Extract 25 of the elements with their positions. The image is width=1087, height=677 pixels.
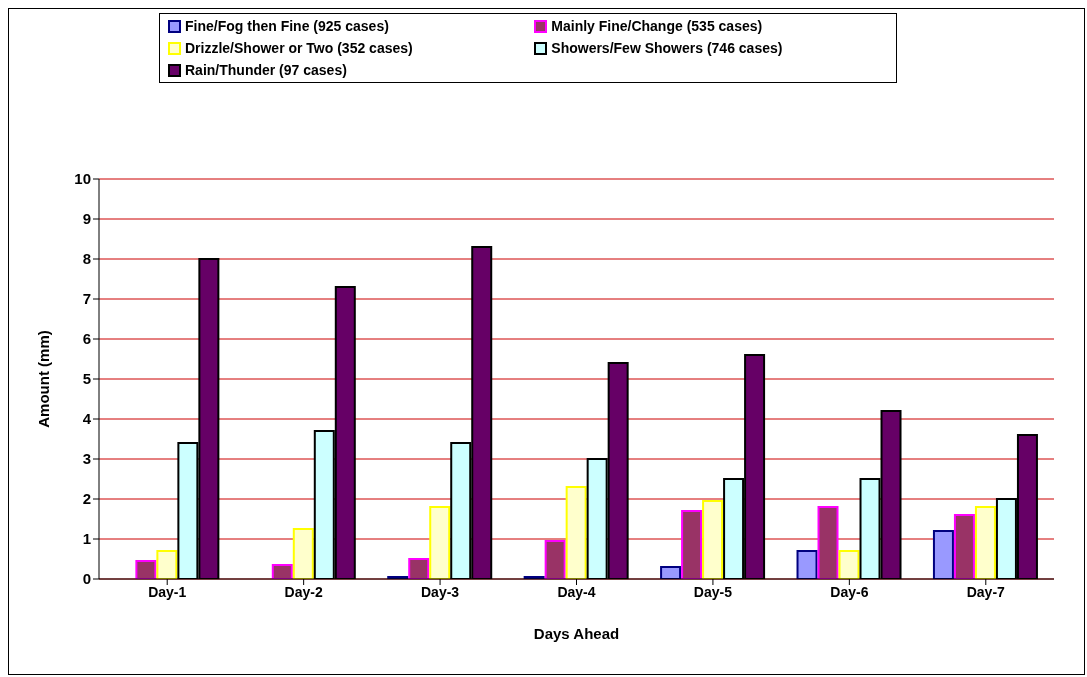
x-axis-title: Days Ahead	[533, 625, 620, 642]
y-tick-label: 5	[82, 370, 91, 388]
x-tick-label: Day-4	[557, 583, 596, 600]
legend-label: Rain/Thunder (97 cases)	[185, 62, 347, 78]
x-tick-label: Day-6	[830, 583, 869, 600]
y-tick-label: 6	[82, 330, 91, 348]
y-tick-label: 1	[82, 530, 91, 548]
y-tick-label: 0	[82, 570, 91, 588]
y-tick-label: 7	[82, 290, 91, 308]
y-tick-label: 4	[82, 410, 92, 428]
y-tick-label: 2	[82, 490, 91, 508]
legend-label: Fine/Fog then Fine (925 cases)	[185, 18, 389, 34]
legend-label: Showers/Few Showers (746 cases)	[551, 40, 783, 56]
x-tick-label: Day-5	[693, 583, 733, 600]
y-tick-label: 3	[82, 450, 91, 468]
x-tick-label: Day-3	[421, 583, 460, 600]
y-tick-label: 9	[82, 210, 91, 228]
y-tick-label: 10	[74, 170, 91, 188]
y-tick-label: 8	[82, 250, 91, 268]
legend-label: Drizzle/Shower or Two (352 cases)	[185, 40, 413, 56]
y-axis-title: Amount (mm)	[35, 330, 53, 428]
x-tick-label: Day-2	[284, 583, 323, 600]
x-tick-label: Day-1	[148, 583, 187, 600]
legend-label: Mainly Fine/Change (535 cases)	[551, 18, 763, 34]
x-tick-label: Day-7	[966, 583, 1006, 600]
